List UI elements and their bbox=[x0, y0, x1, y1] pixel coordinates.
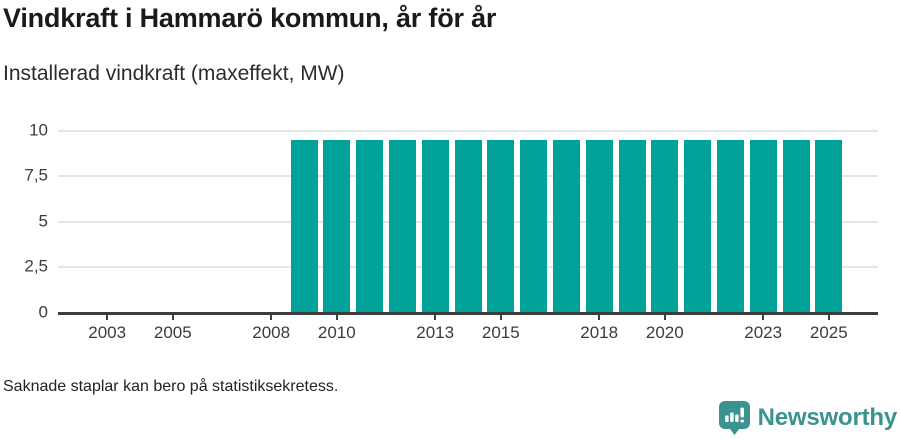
x-axis-tick-2018 bbox=[598, 314, 601, 320]
bar-2015 bbox=[487, 139, 515, 313]
bar-2018 bbox=[585, 139, 613, 313]
x-axis-tick-2003 bbox=[106, 314, 109, 320]
bar-2012 bbox=[388, 139, 416, 313]
bar-2013 bbox=[421, 139, 449, 313]
bar-2017 bbox=[552, 139, 580, 313]
y-axis-tick-label: 5 bbox=[38, 211, 48, 231]
newsworthy-wordmark: Newsworthy bbox=[757, 404, 898, 431]
x-axis-tick-label: 2025 bbox=[809, 323, 848, 342]
x-axis-tick-label: 2005 bbox=[153, 323, 192, 342]
y-axis-tick-label: 7,5 bbox=[24, 165, 48, 185]
x-axis-tick-2010 bbox=[335, 314, 338, 320]
x-axis-tick-label: 2003 bbox=[88, 323, 127, 342]
bar-2020 bbox=[651, 139, 679, 313]
chart-subtitle: Installerad vindkraft (maxeffekt, MW) bbox=[3, 62, 345, 85]
page-title: Vindkraft i Hammarö kommun, år för år bbox=[3, 3, 497, 33]
y-axis-tick-label: 0 bbox=[38, 302, 48, 322]
bar-2016 bbox=[520, 139, 548, 313]
bar-2009 bbox=[290, 139, 318, 313]
newsworthy-logo: Newsworthy bbox=[718, 400, 897, 436]
bar-2021 bbox=[684, 139, 712, 313]
x-axis-tick-2005 bbox=[171, 314, 174, 320]
x-axis-tick-2008 bbox=[270, 314, 273, 320]
bar-2024 bbox=[782, 139, 810, 313]
bar-2023 bbox=[749, 139, 777, 313]
x-axis-tick-2013 bbox=[434, 314, 437, 320]
bar-2014 bbox=[454, 139, 482, 313]
x-axis-tick-label: 2008 bbox=[252, 323, 291, 342]
x-axis-tick-2023 bbox=[762, 314, 765, 320]
x-axis-tick-label: 2013 bbox=[416, 323, 455, 342]
gridline-y-10 bbox=[58, 129, 878, 132]
x-axis-tick-label: 2018 bbox=[580, 323, 619, 342]
bar-2022 bbox=[716, 139, 744, 313]
x-axis-tick-label: 2020 bbox=[645, 323, 684, 342]
bar-2025 bbox=[815, 139, 843, 313]
x-axis-tick-label: 2015 bbox=[481, 323, 520, 342]
y-axis-tick-label: 10 bbox=[29, 120, 48, 140]
x-axis-tick-2025 bbox=[827, 314, 830, 320]
x-axis-line bbox=[58, 311, 878, 315]
x-axis-tick-2015 bbox=[499, 314, 502, 320]
bar-2019 bbox=[618, 139, 646, 313]
newsworthy-logo-icon bbox=[718, 401, 750, 435]
x-axis-tick-2020 bbox=[663, 314, 666, 320]
bar-2010 bbox=[323, 139, 351, 313]
x-axis-tick-label: 2023 bbox=[744, 323, 783, 342]
y-axis-tick-label: 2,5 bbox=[24, 256, 48, 276]
footnote: Saknade staplar kan bero på statistiksek… bbox=[3, 378, 339, 395]
x-axis-tick-label: 2010 bbox=[317, 323, 356, 342]
bar-2011 bbox=[356, 139, 384, 313]
